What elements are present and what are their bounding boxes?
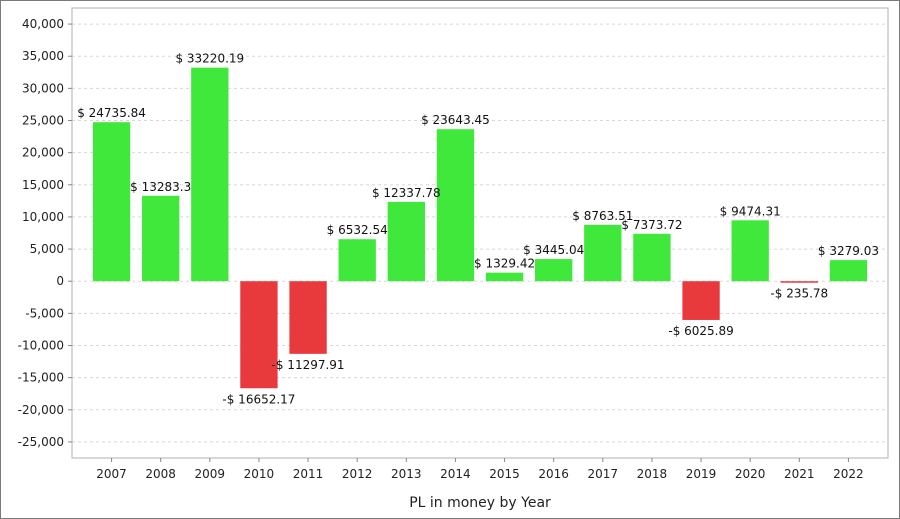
x-tick-label: 2020 — [735, 467, 766, 481]
x-tick-label: 2009 — [195, 467, 226, 481]
x-tick-label: 2013 — [391, 467, 422, 481]
x-tick-label: 2012 — [342, 467, 373, 481]
data-label-2014: $ 23643.45 — [421, 113, 490, 127]
data-label-2008: $ 13283.3 — [130, 180, 191, 194]
data-label-2012: $ 6532.54 — [327, 223, 388, 237]
y-tick-label: -10,000 — [18, 339, 64, 353]
bar-2011 — [289, 281, 327, 354]
data-label-2021: -$ 235.78 — [770, 287, 828, 301]
x-tick-label: 2011 — [293, 467, 324, 481]
x-tick-label: 2010 — [244, 467, 275, 481]
data-label-2011: -$ 11297.91 — [272, 358, 345, 372]
y-tick-label: -20,000 — [18, 403, 64, 417]
data-label-2009: $ 33220.19 — [175, 52, 244, 66]
x-tick-labels: 2007 2008 2009 2010 2011 2012 2013 2014 2015 2016… — [96, 458, 864, 481]
x-tick-label: 2017 — [588, 467, 619, 481]
data-labels: $ 24735.84 $ 13283.3 $ 33220.19 -$ 16652.17… — [77, 52, 879, 407]
bars — [92, 67, 868, 389]
plot-border — [71, 7, 889, 459]
data-label-2022: $ 3279.03 — [818, 244, 879, 258]
bar-2018 — [633, 233, 671, 282]
bar-2010 — [240, 281, 278, 389]
bar-2016 — [535, 259, 573, 282]
bar-2008 — [142, 195, 180, 282]
data-label-2007: $ 24735.84 — [77, 106, 146, 120]
x-tick-label: 2008 — [145, 467, 176, 481]
bar-2019 — [682, 281, 720, 320]
x-tick-label: 2022 — [833, 467, 864, 481]
y-tick-label: -5,000 — [25, 306, 64, 320]
data-label-2019: -$ 6025.89 — [668, 324, 733, 338]
y-tick-labels: 40,000 35,000 30,000 25,000 20,000 15,000 10,0… — [18, 17, 72, 449]
bar-2009 — [191, 67, 229, 282]
y-tick-label: 20,000 — [22, 146, 64, 160]
data-label-2010: -$ 16652.17 — [222, 392, 295, 406]
x-tick-label: 2019 — [686, 467, 717, 481]
bar-2022 — [829, 260, 868, 282]
bar-2007 — [92, 122, 131, 282]
bar-2017 — [584, 224, 622, 282]
y-tick-label: -25,000 — [18, 435, 64, 449]
x-tick-label: 2007 — [96, 467, 127, 481]
x-tick-label: 2014 — [440, 467, 471, 481]
x-tick-label: 2021 — [784, 467, 815, 481]
data-label-2017: $ 8763.51 — [572, 209, 633, 223]
data-label-2013: $ 12337.78 — [372, 186, 441, 200]
y-tick-label: 15,000 — [22, 178, 64, 192]
bar-2021 — [780, 281, 818, 283]
y-tick-label: 5,000 — [30, 242, 64, 256]
x-tick-label: 2018 — [637, 467, 668, 481]
y-tick-label: 40,000 — [22, 17, 64, 31]
bar-2012 — [338, 239, 376, 282]
y-tick-label: -15,000 — [18, 371, 64, 385]
y-tick-label: 25,000 — [22, 114, 64, 128]
y-tick-label: 0 — [56, 274, 64, 288]
x-tick-label: 2015 — [489, 467, 520, 481]
bar-2014 — [436, 129, 475, 282]
data-label-2020: $ 9474.31 — [720, 204, 781, 218]
data-label-2018: $ 7373.72 — [621, 218, 682, 232]
data-label-2016: $ 3445.04 — [523, 243, 584, 257]
data-label-2015: $ 1329.42 — [474, 257, 535, 271]
y-tick-label: 30,000 — [22, 81, 64, 95]
bar-2020 — [731, 220, 769, 282]
axes — [71, 7, 889, 459]
x-tick-label: 2016 — [538, 467, 569, 481]
x-axis-title: PL in money by Year — [409, 495, 551, 511]
y-tick-label: 10,000 — [22, 210, 64, 224]
y-tick-label: 35,000 — [22, 49, 64, 63]
bar-2015 — [485, 272, 524, 282]
bar-2013 — [387, 201, 425, 282]
